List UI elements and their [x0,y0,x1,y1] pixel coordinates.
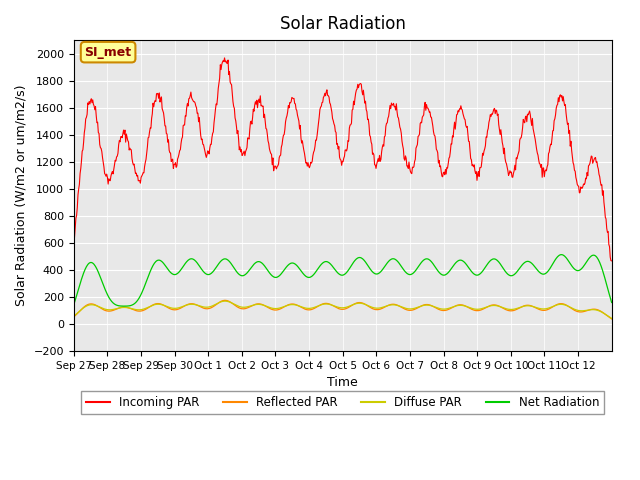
Incoming PAR [70,240,77,246]
Net Radiation [134,298,141,303]
Net Radiation [557,252,565,258]
Reflected PAR [280,304,287,310]
Incoming PAR [232,124,240,130]
Reflected PAR [70,314,77,320]
Line: Net Radiation: Net Radiation [74,255,612,306]
Legend: Incoming PAR, Reflected PAR, Diffuse PAR, Net Radiation: Incoming PAR, Reflected PAR, Diffuse PAR… [81,391,604,414]
Incoming PAR [399,143,406,148]
Net Radiation [608,300,616,305]
Net Radiation [70,302,77,308]
Diffuse PAR [70,313,77,319]
Diffuse PAR [608,315,616,321]
Net Radiation [429,261,436,266]
Incoming PAR [133,173,141,179]
Y-axis label: Solar Radiation (W/m2 or um/m2/s): Solar Radiation (W/m2 or um/m2/s) [15,85,28,306]
Incoming PAR [280,132,287,138]
Line: Diffuse PAR: Diffuse PAR [74,301,612,318]
Diffuse PAR [232,302,240,308]
Incoming PAR [221,55,228,61]
Net Radiation [280,268,287,274]
Reflected PAR [232,303,240,309]
Diffuse PAR [429,303,436,309]
Reflected PAR [221,298,229,303]
Net Radiation [120,303,128,309]
Net Radiation [232,269,240,275]
Diffuse PAR [133,307,141,312]
Reflected PAR [399,305,406,311]
Incoming PAR [608,258,616,264]
Diffuse PAR [259,302,267,308]
Text: SI_met: SI_met [84,46,132,59]
Line: Incoming PAR: Incoming PAR [74,58,612,261]
Incoming PAR [259,103,267,109]
X-axis label: Time: Time [327,376,358,389]
Reflected PAR [608,316,616,322]
Reflected PAR [133,308,141,314]
Reflected PAR [429,303,436,309]
Diffuse PAR [399,304,406,310]
Incoming PAR [429,123,436,129]
Net Radiation [399,265,406,271]
Diffuse PAR [280,304,287,310]
Line: Reflected PAR: Reflected PAR [74,300,612,319]
Diffuse PAR [221,298,229,304]
Title: Solar Radiation: Solar Radiation [280,15,406,33]
Reflected PAR [259,302,267,308]
Net Radiation [259,261,267,267]
